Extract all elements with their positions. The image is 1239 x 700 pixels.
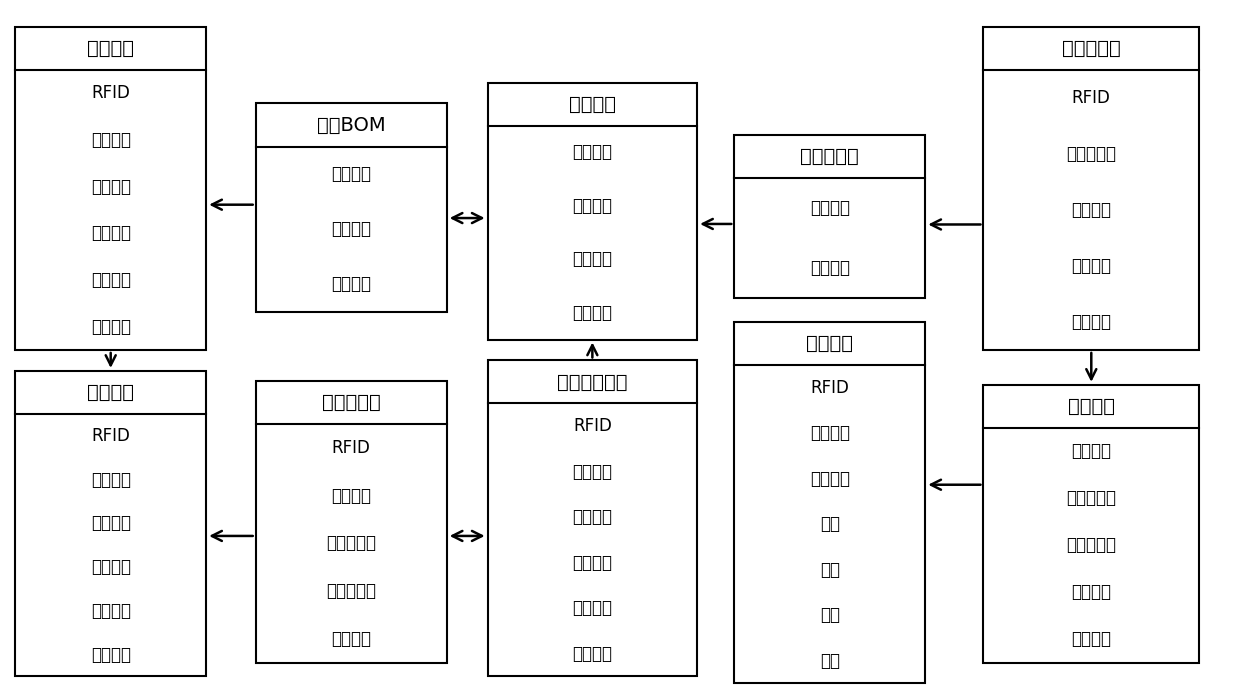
Bar [735, 134, 926, 298]
Text: 证件编号: 证件编号 [810, 470, 850, 488]
Bar [735, 322, 926, 683]
Text: 签审记录: 签审记录 [1072, 313, 1111, 331]
Text: 装配物料: 装配物料 [87, 39, 134, 58]
Text: 装配产品单件: 装配产品单件 [558, 372, 628, 391]
Text: 配套编号: 配套编号 [331, 486, 372, 505]
Text: 技术状态: 技术状态 [572, 599, 612, 617]
Text: 型号说明: 型号说明 [572, 304, 612, 322]
Text: RFID: RFID [810, 379, 849, 397]
Bar [255, 104, 447, 312]
Bar [15, 371, 207, 676]
Bar [487, 360, 698, 676]
Text: 批次编码: 批次编码 [572, 197, 612, 215]
Text: 物料单件: 物料单件 [87, 383, 134, 402]
Text: 批次说明: 批次说明 [572, 251, 612, 268]
Text: 签审人编号: 签审人编号 [1067, 536, 1116, 554]
Bar [984, 385, 1199, 662]
Text: 性别: 性别 [820, 561, 840, 579]
Text: 物料编码: 物料编码 [90, 131, 130, 149]
Text: 操作人员: 操作人员 [807, 334, 854, 354]
Text: 实物状态: 实物状态 [572, 645, 612, 663]
Text: 单件编码: 单件编码 [90, 470, 130, 489]
Text: 物料配套表: 物料配套表 [322, 393, 380, 412]
Text: 组成数量: 组成数量 [331, 275, 372, 293]
Text: 物料名称: 物料名称 [90, 178, 130, 196]
Text: 物料单件码: 物料单件码 [326, 582, 377, 600]
Text: 物料型号: 物料型号 [90, 318, 130, 336]
Text: 领料单编号: 领料单编号 [1067, 145, 1116, 163]
Bar [984, 27, 1199, 350]
Text: 生产批次: 生产批次 [90, 558, 130, 576]
Text: RFID: RFID [332, 439, 370, 457]
Text: 物料需求表: 物料需求表 [800, 147, 859, 166]
Text: 父件编码: 父件编码 [331, 165, 372, 183]
Text: 出厂编号: 出厂编号 [90, 602, 130, 620]
Text: 签审记录: 签审记录 [1068, 397, 1115, 416]
Text: 人员编号: 人员编号 [810, 424, 850, 442]
Text: 姓名: 姓名 [820, 515, 840, 533]
Text: 子件编码: 子件编码 [331, 220, 372, 238]
Text: 物料编码: 物料编码 [810, 199, 850, 217]
Text: 物料规格: 物料规格 [90, 271, 130, 289]
Text: RFID: RFID [572, 417, 612, 435]
Text: 领料单编号: 领料单编号 [1067, 489, 1116, 508]
Bar [487, 83, 698, 340]
Text: 装配BOM: 装配BOM [317, 116, 385, 134]
Text: 型号编码: 型号编码 [572, 144, 612, 162]
Text: 记录编号: 记录编号 [1072, 442, 1111, 461]
Text: 产品单件码: 产品单件码 [326, 534, 377, 552]
Text: 岗位: 岗位 [820, 606, 840, 624]
Text: 成套领料单: 成套领料单 [1062, 39, 1120, 58]
Text: 有效期限: 有效期限 [90, 645, 130, 664]
Bar [255, 382, 447, 662]
Text: 配套数量: 配套数量 [331, 630, 372, 648]
Text: 单件简称: 单件简称 [572, 508, 612, 526]
Text: 物料类型: 物料类型 [90, 225, 130, 242]
Text: 职务: 职务 [820, 652, 840, 670]
Text: 领料数量: 领料数量 [1072, 257, 1111, 275]
Text: 单件编号: 单件编号 [572, 463, 612, 481]
Text: 签审内容: 签审内容 [1072, 583, 1111, 601]
Text: RFID: RFID [1072, 89, 1110, 107]
Text: 物料编码: 物料编码 [90, 514, 130, 532]
Text: 签审时间: 签审时间 [1072, 630, 1111, 648]
Text: 型号批次: 型号批次 [572, 554, 612, 572]
Text: 需求数量: 需求数量 [810, 259, 850, 277]
Bar [15, 27, 207, 350]
Text: 型号批次: 型号批次 [569, 94, 616, 113]
Text: RFID: RFID [92, 85, 130, 102]
Text: RFID: RFID [92, 427, 130, 444]
Text: 物料编码: 物料编码 [1072, 201, 1111, 219]
